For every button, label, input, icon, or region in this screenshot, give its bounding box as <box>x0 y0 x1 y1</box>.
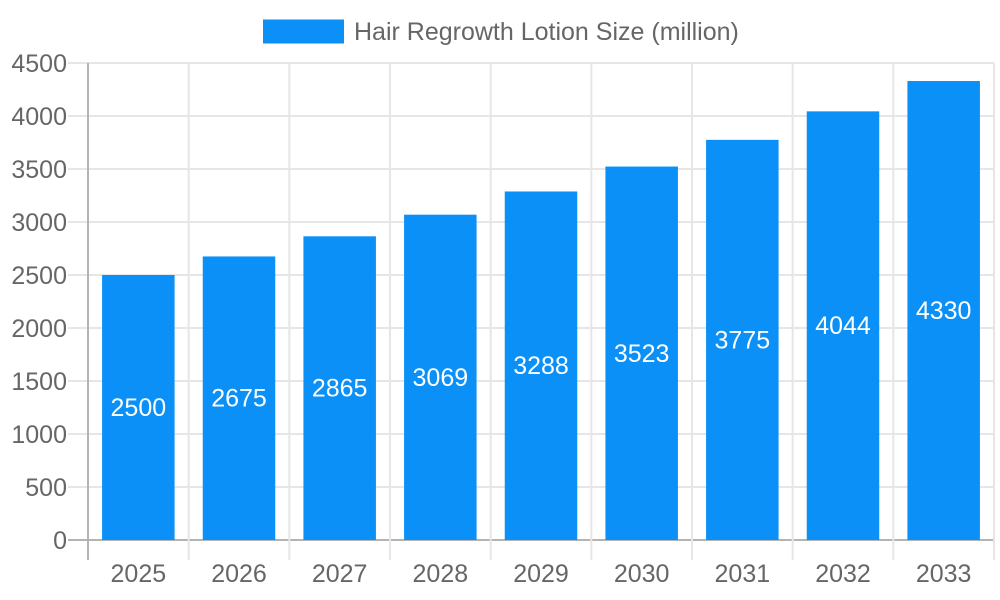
svg-text:2030: 2030 <box>614 560 670 588</box>
svg-text:4044: 4044 <box>815 312 871 340</box>
svg-text:2675: 2675 <box>211 385 267 413</box>
svg-text:2026: 2026 <box>211 560 267 588</box>
svg-text:4500: 4500 <box>11 50 67 78</box>
svg-text:500: 500 <box>25 474 67 502</box>
svg-text:3069: 3069 <box>413 364 469 392</box>
svg-text:2000: 2000 <box>11 315 67 343</box>
svg-text:2865: 2865 <box>312 375 368 403</box>
svg-text:2033: 2033 <box>916 560 972 588</box>
svg-text:4330: 4330 <box>916 297 972 325</box>
svg-text:Hair Regrowth Lotion Size (mil: Hair Regrowth Lotion Size (million) <box>354 18 739 46</box>
svg-text:2500: 2500 <box>111 394 167 422</box>
svg-text:3500: 3500 <box>11 156 67 184</box>
svg-text:2029: 2029 <box>513 560 569 588</box>
svg-text:1000: 1000 <box>11 421 67 449</box>
svg-text:0: 0 <box>53 527 67 555</box>
svg-text:2500: 2500 <box>11 262 67 290</box>
svg-text:2027: 2027 <box>312 560 368 588</box>
svg-text:2025: 2025 <box>111 560 167 588</box>
svg-text:3288: 3288 <box>513 352 569 380</box>
svg-text:3000: 3000 <box>11 209 67 237</box>
svg-text:2031: 2031 <box>715 560 771 588</box>
svg-text:3523: 3523 <box>614 340 670 368</box>
svg-text:4000: 4000 <box>11 103 67 131</box>
svg-text:1500: 1500 <box>11 368 67 396</box>
svg-text:2032: 2032 <box>815 560 871 588</box>
svg-text:3775: 3775 <box>715 326 771 354</box>
svg-text:2028: 2028 <box>413 560 469 588</box>
